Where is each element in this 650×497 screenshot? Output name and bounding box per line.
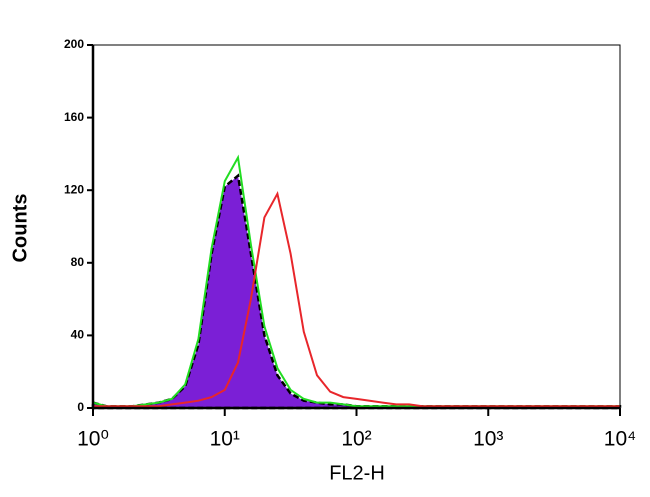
histogram-line: [93, 190, 620, 408]
x-tick-label: 10⁰: [77, 428, 109, 451]
histogram-line: [92, 154, 620, 408]
histogram-area: [91, 173, 622, 410]
y-tick-label: 200: [64, 37, 84, 51]
y-axis-label: Counts: [9, 194, 31, 263]
plot-frame: [92, 44, 621, 409]
y-tick-label: 40: [71, 328, 85, 342]
y-tick-label: 0: [77, 400, 84, 414]
y-tick-label: 120: [64, 182, 84, 196]
x-tick-label: 10¹: [210, 428, 240, 451]
x-tick-label: 10⁴: [604, 428, 636, 451]
y-tick-label: 80: [71, 255, 85, 269]
x-axis-label: FL2-H: [329, 462, 385, 484]
y-tick-label: 160: [64, 110, 84, 124]
x-tick-label: 10³: [473, 428, 503, 451]
x-tick-label: 10²: [341, 428, 371, 451]
